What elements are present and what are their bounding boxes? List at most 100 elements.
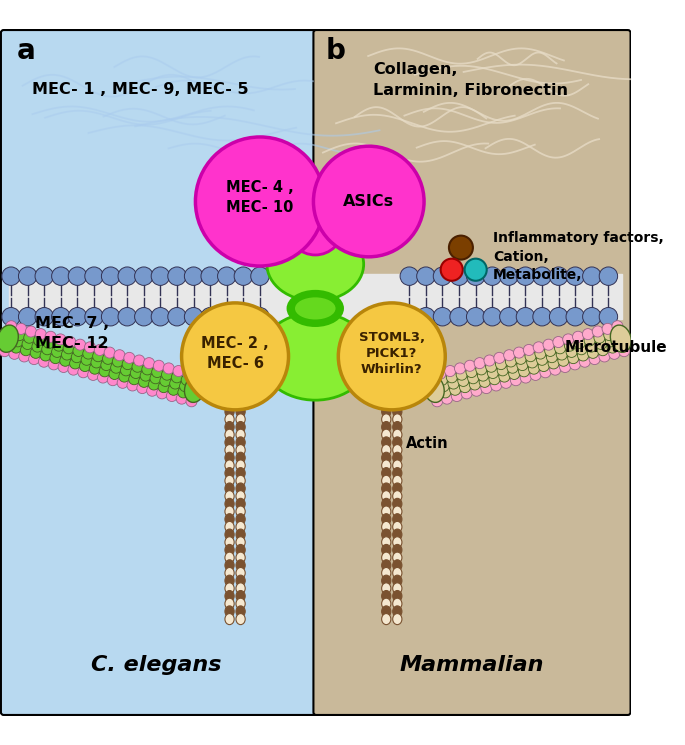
- Circle shape: [503, 349, 514, 361]
- Circle shape: [121, 365, 132, 376]
- Circle shape: [599, 308, 618, 326]
- Circle shape: [140, 370, 151, 381]
- Circle shape: [499, 267, 518, 285]
- Circle shape: [32, 341, 43, 352]
- Circle shape: [218, 267, 236, 285]
- Circle shape: [449, 384, 461, 396]
- Ellipse shape: [393, 506, 402, 517]
- Circle shape: [171, 372, 182, 383]
- Circle shape: [111, 362, 122, 373]
- Circle shape: [471, 385, 482, 396]
- Ellipse shape: [382, 460, 391, 471]
- Circle shape: [599, 267, 618, 285]
- Circle shape: [562, 334, 574, 345]
- Circle shape: [527, 357, 538, 368]
- Circle shape: [0, 346, 10, 357]
- Circle shape: [435, 368, 446, 379]
- Ellipse shape: [225, 460, 234, 471]
- Circle shape: [589, 354, 600, 364]
- Circle shape: [234, 267, 253, 285]
- Ellipse shape: [393, 559, 402, 571]
- Ellipse shape: [393, 491, 402, 501]
- Circle shape: [594, 332, 605, 343]
- Circle shape: [108, 375, 119, 386]
- Circle shape: [134, 267, 153, 285]
- Circle shape: [25, 326, 36, 337]
- Text: Mammalian: Mammalian: [400, 655, 545, 675]
- Circle shape: [549, 267, 568, 285]
- Ellipse shape: [382, 559, 391, 571]
- Circle shape: [555, 343, 566, 354]
- Circle shape: [99, 366, 110, 377]
- Ellipse shape: [393, 529, 402, 540]
- Ellipse shape: [610, 325, 631, 352]
- Circle shape: [574, 337, 585, 349]
- Circle shape: [582, 329, 593, 340]
- Ellipse shape: [382, 429, 391, 440]
- Text: a: a: [16, 37, 36, 66]
- Circle shape: [425, 371, 436, 382]
- Ellipse shape: [236, 475, 245, 486]
- Circle shape: [182, 303, 288, 410]
- Circle shape: [430, 390, 441, 401]
- Circle shape: [170, 378, 181, 389]
- Ellipse shape: [184, 375, 206, 402]
- Circle shape: [519, 366, 530, 377]
- Circle shape: [548, 358, 559, 369]
- Circle shape: [515, 353, 526, 364]
- Circle shape: [479, 376, 490, 387]
- Ellipse shape: [225, 413, 234, 425]
- Circle shape: [448, 378, 459, 389]
- Circle shape: [151, 367, 163, 378]
- Circle shape: [490, 380, 501, 391]
- Circle shape: [195, 137, 325, 266]
- Ellipse shape: [225, 575, 234, 586]
- Ellipse shape: [393, 445, 402, 456]
- Circle shape: [130, 367, 141, 378]
- Ellipse shape: [225, 506, 234, 517]
- Circle shape: [533, 308, 551, 326]
- Circle shape: [450, 267, 469, 285]
- Circle shape: [609, 348, 620, 359]
- Ellipse shape: [225, 522, 234, 533]
- Circle shape: [251, 267, 269, 285]
- Circle shape: [566, 267, 584, 285]
- Circle shape: [400, 267, 419, 285]
- Circle shape: [101, 308, 120, 326]
- Circle shape: [138, 376, 149, 387]
- Circle shape: [92, 351, 103, 362]
- Circle shape: [619, 346, 630, 357]
- Text: MEC- 2 ,
MEC- 6: MEC- 2 , MEC- 6: [201, 336, 269, 371]
- Circle shape: [547, 352, 558, 363]
- Ellipse shape: [393, 475, 402, 486]
- FancyBboxPatch shape: [1, 30, 318, 715]
- Circle shape: [445, 366, 456, 376]
- Circle shape: [168, 308, 186, 326]
- Circle shape: [288, 200, 343, 255]
- Circle shape: [466, 367, 477, 378]
- Circle shape: [474, 358, 485, 369]
- Ellipse shape: [236, 583, 245, 594]
- Ellipse shape: [393, 452, 402, 463]
- Ellipse shape: [236, 552, 245, 563]
- Circle shape: [486, 361, 497, 372]
- Ellipse shape: [393, 614, 402, 624]
- Circle shape: [549, 308, 568, 326]
- Circle shape: [68, 364, 79, 375]
- Circle shape: [451, 390, 462, 402]
- Ellipse shape: [393, 460, 402, 471]
- Circle shape: [51, 346, 62, 358]
- Circle shape: [586, 341, 597, 352]
- Circle shape: [456, 369, 467, 380]
- Circle shape: [81, 355, 92, 365]
- Ellipse shape: [382, 406, 391, 417]
- Circle shape: [78, 367, 89, 378]
- Circle shape: [432, 396, 443, 407]
- Ellipse shape: [382, 468, 391, 479]
- Text: C. elegans: C. elegans: [92, 655, 222, 675]
- Circle shape: [201, 308, 219, 326]
- Circle shape: [576, 343, 587, 355]
- Circle shape: [436, 375, 447, 385]
- Ellipse shape: [225, 568, 234, 579]
- Circle shape: [468, 372, 479, 384]
